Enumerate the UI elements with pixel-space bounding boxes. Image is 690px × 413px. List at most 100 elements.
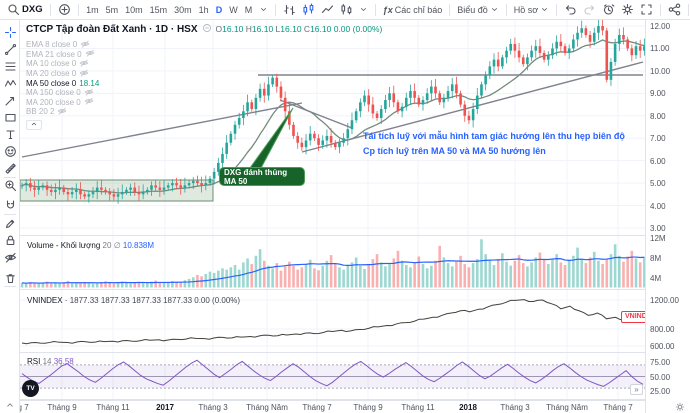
top-toolbar: DXG 1m 5m 10m 15m 30m 1h D W M ƒx Các chỉ báo Bi… [0, 0, 690, 20]
indicator-row[interactable]: BB 20 2 [26, 107, 382, 117]
axis-settings-icon[interactable] [675, 402, 685, 413]
note-text-2[interactable]: Cp tích luỹ trên MA 50 và MA 50 hướng lê… [363, 146, 546, 156]
magnet-tool[interactable] [3, 198, 17, 212]
time-axis-label: Tháng 3 [500, 403, 530, 412]
bars-style-button[interactable] [280, 1, 299, 19]
hide-drawings-tool[interactable] [3, 250, 17, 264]
sidebar-divider [4, 286, 16, 287]
volume-axis-label: 4M [650, 274, 662, 283]
toolbar-divider [688, 3, 690, 16]
visibility-eye-icon[interactable] [80, 39, 90, 51]
pane-resize-handle[interactable] [20, 399, 690, 400]
visibility-eye-icon[interactable] [79, 58, 89, 70]
settings-button[interactable] [618, 1, 637, 19]
chart-title[interactable]: CTCP Tập đoàn Đất Xanh · 1D · HSX [26, 23, 198, 35]
alert-button[interactable] [599, 1, 618, 19]
pane-resize-handle[interactable] [20, 352, 690, 353]
undo-button[interactable] [561, 1, 580, 19]
legend-more-icon[interactable] [202, 23, 212, 35]
time-axis-label: Tháng 11 [96, 403, 130, 412]
forecast-tool[interactable] [3, 93, 17, 107]
compare-add-button[interactable] [55, 1, 74, 19]
rsi-label[interactable]: RSI [27, 357, 41, 366]
chart-type-menu-button[interactable] [356, 1, 371, 19]
callout-drawing[interactable]: DXG đánh thủng MA 50 [219, 167, 305, 186]
indicator-row[interactable]: MA 150 close 0 [26, 88, 382, 98]
pane-resize-handle[interactable] [20, 289, 690, 290]
fullscreen-button[interactable] [637, 1, 656, 19]
visibility-eye-icon[interactable] [85, 48, 95, 60]
timeframe-W[interactable]: W [229, 4, 238, 15]
toolbar-divider [49, 3, 51, 16]
lock-all-tool[interactable] [3, 233, 17, 247]
line-style-style-button[interactable] [318, 1, 337, 19]
volume-label[interactable]: Volume - Khối lượng [27, 241, 101, 250]
timeframe-30m[interactable]: 30m [174, 4, 192, 15]
sidebar-collapse-button[interactable] [3, 398, 17, 412]
timeframe-5m[interactable]: 5m [105, 4, 119, 15]
indicator-label: MA 200 close 0 [26, 97, 81, 107]
hollow-candles-style-button[interactable] [337, 1, 356, 19]
chart-menu-button[interactable]: Biểu đồ [454, 1, 502, 19]
visibility-eye-icon[interactable] [79, 68, 89, 80]
ruler-tool[interactable] [3, 161, 17, 175]
legend-collapse-button[interactable] [26, 119, 42, 130]
zoom-in-tool[interactable] [3, 178, 17, 192]
time-axis-label: 2018 [459, 403, 477, 412]
rsi-axis-label: 50.00 [650, 373, 671, 382]
time-axis-label: Tháng 7 [603, 403, 633, 412]
drawing-toolbar [0, 20, 20, 413]
volume-chart[interactable] [20, 236, 645, 289]
rsi-period: 14 [42, 357, 52, 366]
volume-axis-label: 12M [650, 234, 666, 243]
crosshair-tool[interactable] [3, 25, 17, 39]
indicator-row[interactable]: MA 20 close 0 [26, 69, 382, 79]
chevron-up-icon [30, 120, 38, 130]
timeframe-1m[interactable]: 1m [86, 4, 99, 15]
fib-retracement-tool[interactable] [3, 59, 17, 73]
indicator-row[interactable]: MA 200 close 0 [26, 98, 382, 108]
timeframe-15m[interactable]: 15m [149, 4, 168, 15]
time-axis[interactable]: Tháng 7 Tháng 9 Tháng 11 2017 Tháng 3 Tháng N… [0, 400, 690, 413]
text-tool-tool[interactable] [3, 127, 17, 141]
profile-menu-button[interactable]: Hồ sơ [511, 1, 552, 19]
trendline-tool[interactable] [3, 42, 17, 56]
note-text-1[interactable]: Tái tích luỹ với mẫu hình tam giác hướng… [363, 131, 625, 141]
vnindex-label[interactable]: VNINDEX · [27, 296, 68, 305]
restore-pane-button[interactable]: » [630, 384, 643, 395]
vnindex-chart[interactable] [20, 290, 645, 352]
chart-panes: CTCP Tập đoàn Đất Xanh · 1D · HSX O16.10… [0, 20, 690, 413]
indicator-row[interactable]: MA 10 close 0 [26, 59, 382, 69]
vnindex-axis-label: 1200.00 [650, 296, 679, 305]
visibility-eye-icon[interactable] [57, 106, 67, 118]
indicator-row[interactable]: MA 50 close 0 18.14 [26, 78, 382, 88]
trash-tool[interactable] [3, 271, 17, 285]
timeframe-M[interactable]: M [244, 4, 253, 15]
price-chart[interactable] [20, 20, 645, 235]
timeframe-D[interactable]: D [215, 4, 223, 15]
timeframe-1h[interactable]: 1h [198, 4, 209, 15]
xabcd-pattern-tool[interactable] [3, 76, 17, 90]
indicators-button[interactable]: ƒx Các chỉ báo [380, 1, 446, 19]
redo-button[interactable] [580, 1, 599, 19]
volume-legend: Volume - Khối lượng 20 ∅ 10.838M [27, 241, 154, 250]
rsi-chart[interactable] [20, 353, 645, 399]
symbol-search-button[interactable]: DXG [4, 1, 46, 19]
time-axis-label: Tháng 9 [47, 403, 77, 412]
share-button[interactable] [665, 1, 684, 19]
price-axis[interactable]: 12.00 11.00 10.00 9.00 8.00 7.00 6.00 5.00 4.00 3… [645, 20, 690, 413]
ohlc-values: O16.10 H16.10 L16.10 C16.10 0.00 (0.00%) [215, 23, 383, 34]
timeframe-10m[interactable]: 10m [125, 4, 143, 15]
timeframe-menu-button[interactable] [256, 1, 271, 19]
tradingview-logo[interactable]: TV [22, 380, 39, 397]
indicator-row[interactable]: EMA 8 close 0 [26, 40, 382, 50]
visibility-eye-icon[interactable] [84, 87, 94, 99]
draw-lock-tool[interactable] [3, 216, 17, 230]
pane-resize-handle[interactable] [20, 235, 690, 236]
emoji-tool[interactable] [3, 144, 17, 158]
indicator-row[interactable]: EMA 21 close 0 [26, 50, 382, 60]
visibility-eye-icon[interactable] [84, 96, 94, 108]
candles-style-button[interactable] [299, 1, 318, 19]
shapes-tool[interactable] [3, 110, 17, 124]
